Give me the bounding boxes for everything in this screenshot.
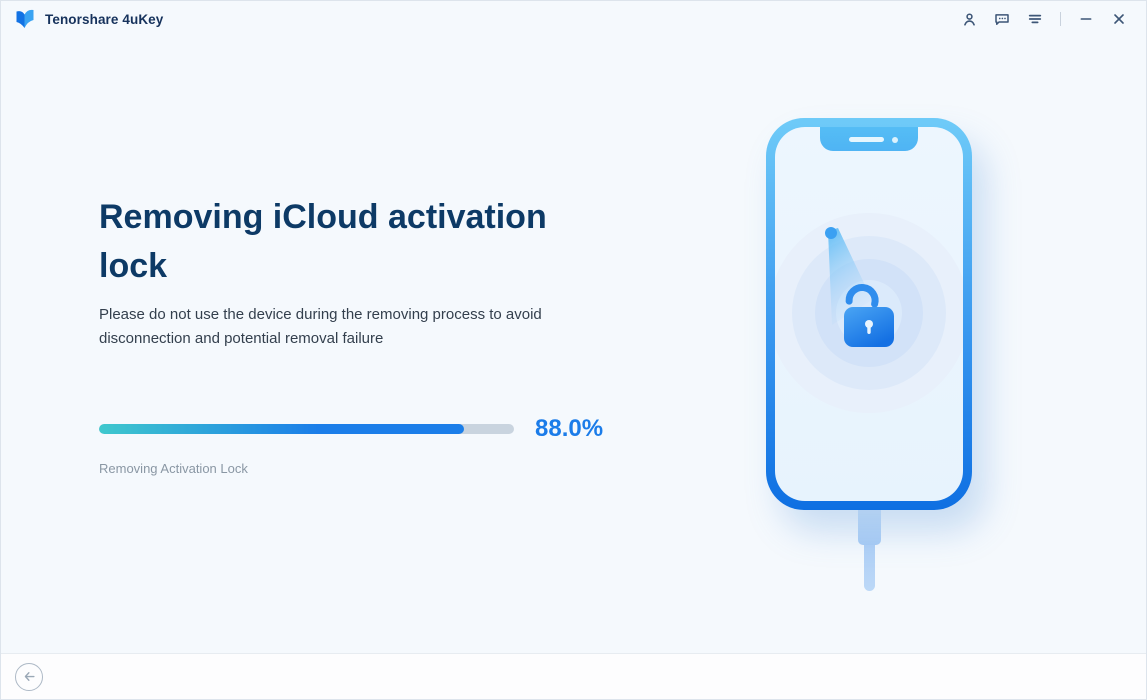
close-icon[interactable] — [1110, 10, 1128, 28]
phone-illustration — [766, 118, 972, 510]
progress-bar — [99, 424, 514, 434]
menu-icon[interactable] — [1026, 10, 1044, 28]
phone-notch — [820, 127, 918, 151]
usb-connector-graphic — [858, 501, 881, 545]
phone-screen — [775, 127, 963, 501]
app-title: Tenorshare 4uKey — [45, 11, 164, 27]
description-text: Please do not use the device during the … — [99, 306, 542, 347]
progress-fill — [99, 424, 465, 434]
footer-bar — [1, 653, 1146, 699]
user-icon[interactable] — [960, 10, 978, 28]
app-brand: Tenorshare 4uKey — [13, 7, 163, 31]
phone-speaker — [849, 137, 884, 142]
usb-cable-graphic — [864, 541, 875, 591]
titlebar-controls — [960, 10, 1128, 28]
progress-percent: 88.0% — [535, 415, 604, 442]
minimize-icon[interactable] — [1077, 10, 1095, 28]
titlebar-separator — [1060, 12, 1061, 26]
tenorshare-logo-icon — [13, 7, 37, 31]
arrow-left-icon — [20, 668, 38, 686]
back-button[interactable] — [15, 662, 43, 691]
progress-row: 88.0% — [99, 415, 609, 443]
radar-unlock-graphic — [775, 213, 963, 413]
chat-bubble-icon[interactable] — [993, 10, 1011, 28]
phone-camera — [892, 137, 898, 143]
titlebar: Tenorshare 4uKey — [1, 1, 1146, 37]
progress-status-label: Removing Activation Lock — [99, 461, 248, 476]
page-title: Removing iCloud activation lock — [99, 198, 547, 286]
